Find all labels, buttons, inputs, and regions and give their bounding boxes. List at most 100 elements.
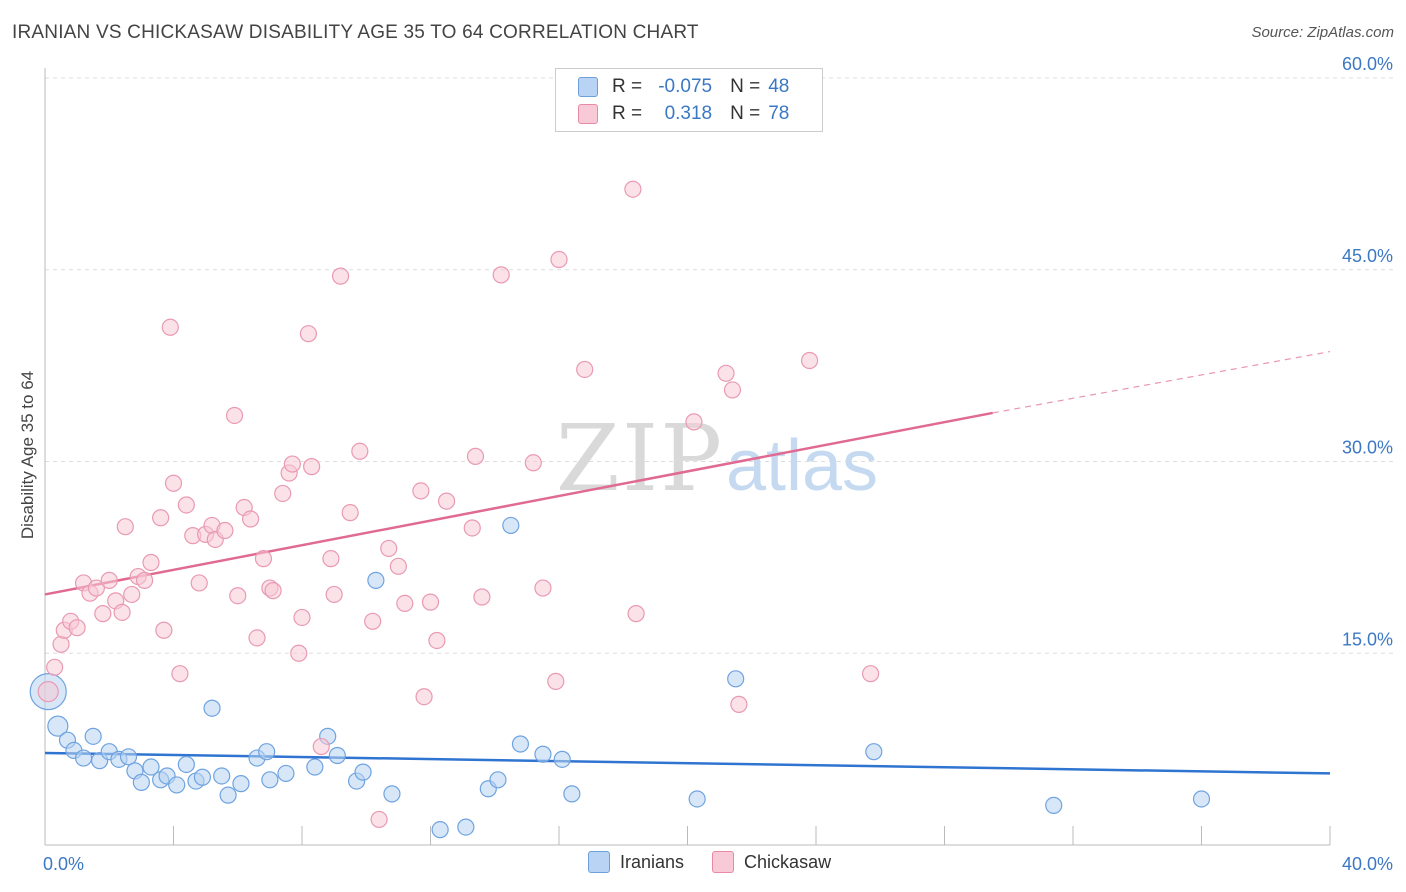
- point-iranians: [457, 818, 475, 836]
- point-iranians: [1192, 790, 1211, 808]
- point-iranians: [563, 785, 581, 803]
- point-chickasaw: [216, 521, 234, 540]
- point-iranians: [431, 821, 449, 839]
- point-iranians: [74, 749, 93, 767]
- point-chickasaw: [264, 582, 282, 600]
- point-chickasaw: [723, 381, 742, 399]
- point-chickasaw: [364, 612, 382, 630]
- point-chickasaw: [351, 442, 369, 460]
- point-iranians: [367, 571, 385, 589]
- point-chickasaw: [415, 688, 433, 706]
- grid-lines: [45, 77, 1395, 654]
- trend-line-iranians: [44, 751, 1331, 775]
- legend-item-chickasaw[interactable]: Chickasaw: [712, 851, 831, 873]
- point-iranians: [534, 745, 552, 763]
- point-iranians: [258, 743, 276, 761]
- point-chickasaw: [331, 267, 350, 285]
- legend-swatch-chickasaw: [712, 851, 735, 873]
- point-chickasaw: [87, 579, 106, 597]
- chart-title: IRANIAN VS CHICKASAW DISABILITY AGE 35 T…: [12, 22, 699, 43]
- y-tick-label: 15.0%: [1342, 629, 1393, 649]
- point-chickasaw: [685, 413, 703, 431]
- point-chickasaw: [389, 557, 407, 575]
- point-chickasaw: [155, 621, 173, 639]
- point-chickasaw: [550, 250, 568, 269]
- point-chickasaw: [412, 482, 430, 500]
- data-points: [29, 180, 1211, 839]
- point-chickasaw: [576, 360, 594, 379]
- point-iranians: [277, 764, 295, 783]
- point-iranians: [306, 758, 324, 776]
- tick-labels: 15.0% 30.0% 45.0% 60.0% 0.0% 40.0%: [43, 54, 1393, 874]
- legend-r-label: R =: [612, 103, 643, 124]
- point-chickasaw: [293, 608, 311, 627]
- legend-item-iranians[interactable]: Iranians: [588, 851, 684, 873]
- point-iranians: [328, 746, 346, 765]
- point-chickasaw: [437, 492, 456, 510]
- point-chickasaw: [248, 629, 266, 647]
- point-chickasaw: [113, 603, 131, 621]
- point-chickasaw: [171, 665, 189, 683]
- point-chickasaw: [100, 571, 118, 589]
- legend-label-iranians: Iranians: [620, 851, 685, 872]
- point-iranians: [511, 735, 530, 753]
- point-chickasaw: [341, 504, 359, 522]
- point-chickasaw: [190, 574, 208, 592]
- point-chickasaw: [123, 585, 141, 604]
- point-chickasaw: [94, 605, 112, 623]
- point-chickasaw: [161, 318, 179, 336]
- trend-line-chickasaw: [44, 411, 993, 596]
- point-iranians: [502, 516, 520, 535]
- watermark: ZIP atlas: [556, 405, 878, 512]
- point-iranians: [232, 775, 250, 793]
- point-chickasaw: [254, 550, 273, 568]
- point-iranians: [553, 750, 571, 768]
- legend-row-iranians: R = -0.075 N = 48: [578, 75, 789, 99]
- point-chickasaw: [242, 510, 260, 528]
- point-chickasaw: [116, 518, 134, 536]
- point-iranians: [727, 670, 745, 688]
- point-iranians: [119, 748, 138, 766]
- point-chickasaw: [862, 665, 880, 683]
- point-chickasaw: [428, 631, 446, 650]
- y-tick-label: 45.0%: [1342, 246, 1393, 266]
- trend-line-extension-chickasaw: [992, 350, 1331, 414]
- point-chickasaw: [800, 351, 819, 370]
- legend-swatch-iranians: [578, 77, 598, 97]
- legend-r-value: 0.318: [664, 103, 713, 124]
- point-iranians: [1045, 796, 1063, 814]
- legend-swatch-iranians: [588, 851, 610, 873]
- point-chickasaw: [37, 680, 59, 703]
- point-iranians: [47, 715, 69, 737]
- point-iranians: [193, 768, 212, 786]
- point-iranians: [489, 771, 507, 789]
- point-chickasaw: [421, 593, 440, 611]
- legend-n-label: N =: [730, 103, 761, 124]
- point-chickasaw: [274, 484, 292, 503]
- point-chickasaw: [164, 474, 183, 492]
- point-chickasaw: [68, 619, 86, 637]
- point-chickasaw: [290, 644, 308, 662]
- legend-n-label: N =: [730, 76, 761, 97]
- point-chickasaw: [466, 447, 485, 465]
- point-chickasaw: [547, 672, 565, 690]
- point-chickasaw: [524, 454, 542, 472]
- point-chickasaw: [283, 455, 301, 473]
- point-chickasaw: [303, 458, 321, 476]
- y-tick-label: 60.0%: [1342, 54, 1393, 74]
- legend-n-value: 48: [768, 76, 790, 97]
- point-chickasaw: [135, 571, 154, 589]
- series-legend: Iranians Chickasaw: [588, 851, 859, 873]
- point-iranians: [354, 763, 372, 781]
- point-chickasaw: [46, 658, 64, 676]
- point-chickasaw: [730, 695, 748, 713]
- point-chickasaw: [396, 594, 414, 612]
- x-tick-label-max: 40.0%: [1342, 854, 1393, 874]
- point-chickasaw: [229, 587, 247, 605]
- point-chickasaw: [627, 605, 645, 623]
- point-iranians: [383, 785, 401, 803]
- legend-swatch-chickasaw: [578, 104, 598, 124]
- point-chickasaw: [325, 585, 343, 604]
- point-chickasaw: [624, 180, 642, 198]
